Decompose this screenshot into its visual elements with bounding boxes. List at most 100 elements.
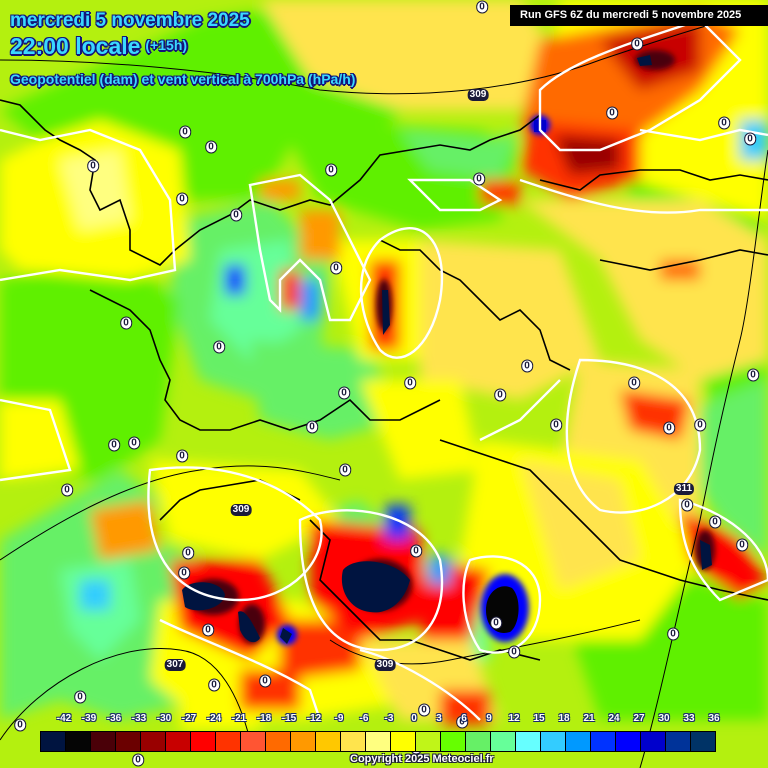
zero-contour-label: 0: [339, 463, 351, 477]
colorbar-tick-label: 30: [658, 713, 670, 724]
zero-contour-label: 0: [108, 438, 120, 452]
colorbar-swatch: [216, 732, 241, 751]
colorbar-tick-label: 33: [683, 713, 695, 724]
colorbar: [40, 731, 716, 752]
lead-time: (+15h): [145, 37, 188, 53]
geopotential-label: 311: [673, 483, 695, 495]
zero-contour-label: 0: [663, 421, 675, 435]
colorbar-ticks: -42 -39 -36 -33 -30 -27 -24 -21 -18 -15 -12 -9 -6 -3 0…: [40, 713, 720, 727]
colorbar-tick-label: 12: [508, 713, 520, 724]
geopotential-label: 309: [374, 659, 396, 671]
colorbar-tick-label: -36: [106, 713, 122, 724]
zero-contour-label: 0: [325, 163, 337, 177]
colorbar-tick-label: -30: [156, 713, 172, 724]
colorbar-swatch: [91, 732, 116, 751]
zero-contour-label: 0: [306, 420, 318, 434]
colorbar-swatch: [416, 732, 441, 751]
zero-contour-label: 0: [744, 132, 756, 146]
zero-contour-label: 0: [182, 546, 194, 560]
colorbar-tick-label: -15: [281, 713, 297, 724]
colorbar-tick-label: 9: [486, 713, 492, 724]
colorbar-swatch: [116, 732, 141, 751]
colorbar-tick-label: -9: [334, 713, 344, 724]
zero-contour-label: 0: [490, 616, 502, 630]
colorbar-tick-label: 3: [436, 713, 442, 724]
zero-contour-label: 0: [631, 37, 643, 51]
colorbar-swatch: [316, 732, 341, 751]
colorbar-swatch: [291, 732, 316, 751]
zero-contour-label: 0: [178, 566, 190, 580]
geopotential-label: 307: [164, 659, 186, 671]
zero-contour-label: 0: [747, 368, 759, 382]
zero-contour-label: 0: [473, 172, 485, 186]
parameter-title: Geopotentiel (dam) et vent vertical à 70…: [10, 71, 356, 87]
zero-contour-label: 0: [74, 690, 86, 704]
zero-contour-label: 0: [176, 449, 188, 463]
zero-contour-label: 0: [709, 515, 721, 529]
colorbar-tick-label: 0: [411, 713, 417, 724]
forecast-time: 22:00 locale (+15h): [10, 35, 187, 58]
zero-contour-label: 0: [61, 483, 73, 497]
run-banner: Run GFS 6Z du mercredi 5 novembre 2025: [510, 5, 768, 26]
colorbar-tick-label: -6: [359, 713, 369, 724]
colorbar-tick-label: 6: [461, 713, 467, 724]
geopotential-label: 309: [467, 89, 489, 101]
colorbar-swatch: [516, 732, 541, 751]
colorbar-swatch: [266, 732, 291, 751]
zero-contour-label: 0: [404, 376, 416, 390]
colorbar-tick-label: -27: [181, 713, 197, 724]
colorbar-tick-label: -21: [231, 713, 247, 724]
coastlines: [0, 99, 768, 661]
geopotential-isolines: [0, 9, 768, 768]
zero-contour-label: 0: [476, 0, 488, 14]
zero-contour-label: 0: [132, 753, 144, 767]
colorbar-swatch: [191, 732, 216, 751]
zero-contour-label: 0: [606, 106, 618, 120]
zero-contour-label: 0: [418, 703, 430, 717]
colorbar-tick-label: 18: [558, 713, 570, 724]
zero-contour-label: 0: [120, 316, 132, 330]
zero-contour-label: 0: [410, 544, 422, 558]
colorbar-swatch: [41, 732, 66, 751]
zero-contour-label: 0: [202, 623, 214, 637]
colorbar-tick-label: 21: [583, 713, 595, 724]
colorbar-swatch: [66, 732, 91, 751]
zero-contour-label: 0: [330, 261, 342, 275]
colorbar-swatch: [491, 732, 516, 751]
zero-contour-label: 0: [208, 678, 220, 692]
zero-contour-label: 0: [456, 715, 468, 729]
colorbar-tick-label: -33: [131, 713, 147, 724]
colorbar-swatch: [466, 732, 491, 751]
forecast-date: mercredi 5 novembre 2025: [10, 10, 250, 31]
zero-contour-label: 0: [14, 718, 26, 732]
colorbar-tick-label: 15: [533, 713, 545, 724]
colorbar-tick-label: -18: [256, 713, 272, 724]
zero-contour-label: 0: [736, 538, 748, 552]
zero-contour-label: 0: [87, 159, 99, 173]
zero-contour-label: 0: [205, 140, 217, 154]
zero-contour-label: 0: [550, 418, 562, 432]
colorbar-swatch: [141, 732, 166, 751]
zero-contour-label: 0: [179, 125, 191, 139]
colorbar-tick-label: 36: [708, 713, 720, 724]
colorbar-tick-label: 27: [633, 713, 645, 724]
colorbar-tick-label: -39: [81, 713, 97, 724]
local-time: 22:00 locale: [10, 33, 141, 59]
colorbar-swatch: [691, 732, 715, 751]
zero-contour-label: 0: [521, 359, 533, 373]
zero-contour-label: 0: [213, 340, 225, 354]
colorbar-swatch: [241, 732, 266, 751]
colorbar-swatch: [541, 732, 566, 751]
colorbar-swatch: [341, 732, 366, 751]
zero-contour-label: 0: [681, 498, 693, 512]
colorbar-tick-label: 24: [608, 713, 620, 724]
colorbar-tick-label: -42: [56, 713, 72, 724]
copyright: Copyright 2025 Meteociel.fr: [350, 753, 494, 765]
zero-contour-label: 0: [508, 645, 520, 659]
colorbar-swatch: [391, 732, 416, 751]
colorbar-tick-label: -24: [206, 713, 222, 724]
colorbar-tick-label: -3: [384, 713, 394, 724]
zero-contour-label: 0: [628, 376, 640, 390]
